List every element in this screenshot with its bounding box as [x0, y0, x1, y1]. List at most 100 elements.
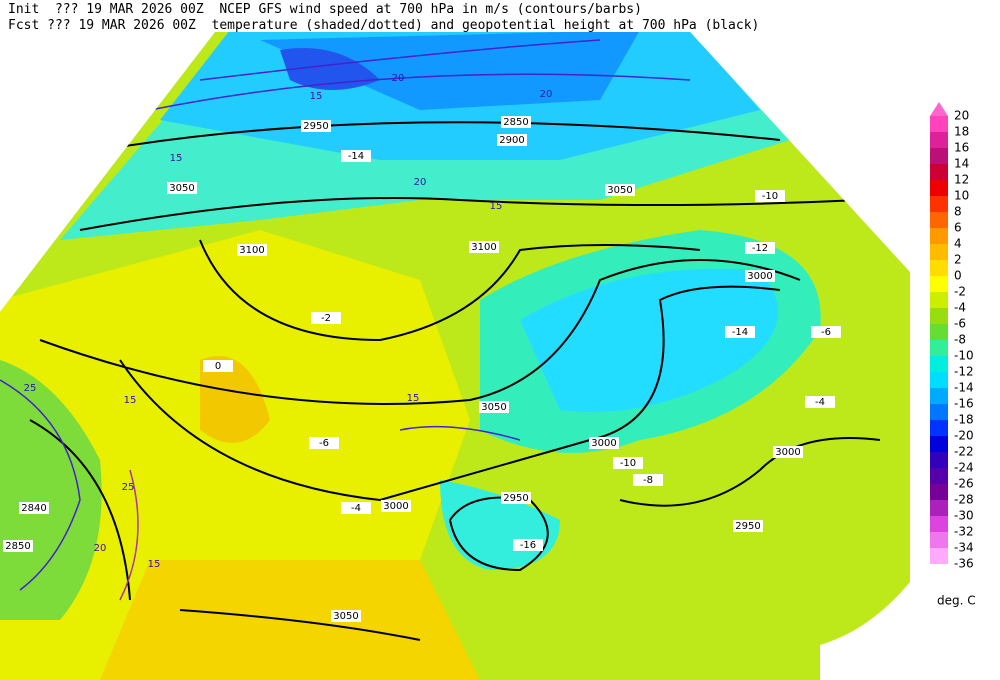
- colorbar-tick-label: -8: [954, 333, 966, 347]
- colorbar-swatch: [930, 260, 948, 276]
- height-label: 2950: [503, 493, 528, 504]
- height-contours: [29, 121, 881, 641]
- wind-contour: [0, 379, 81, 591]
- height-contour: [79, 197, 861, 231]
- height-label: 3000: [591, 438, 616, 449]
- height-label-box: [331, 610, 361, 622]
- height-label-box: [19, 502, 49, 514]
- wind-label: 20: [392, 73, 405, 84]
- wind-label: 25: [24, 383, 37, 394]
- colorbar-swatch: [930, 164, 948, 180]
- colorbar-swatch: [930, 196, 948, 212]
- height-label: 3100: [471, 242, 496, 253]
- warm-field: [200, 356, 270, 443]
- colorbar-arrow: [930, 102, 948, 116]
- temperature-label-box: [725, 326, 755, 338]
- height-label-box: [589, 437, 619, 449]
- colorbar-swatch: [930, 180, 948, 196]
- cool-field: [0, 360, 102, 620]
- temperature-label: 0: [215, 361, 221, 372]
- colorbar-tick-label: -20: [954, 429, 974, 443]
- colorbar-tick-label: 2: [954, 253, 962, 267]
- map-labels: 3050 3100 3050 3100 3000 3050 3000 2950 2950 2850…: [3, 73, 841, 622]
- wind-label: 15: [170, 153, 183, 164]
- temperature-label: -10: [762, 191, 778, 202]
- colorbar-swatch: [930, 292, 948, 308]
- colorbar-swatch: [930, 148, 948, 164]
- height-contour: [199, 239, 701, 342]
- colorbar-tick-label: 20: [954, 109, 969, 123]
- temperature-label: -4: [815, 397, 825, 408]
- colorbar-tick-label: -26: [954, 477, 974, 491]
- wind-label: 20: [540, 89, 553, 100]
- height-label: 3000: [775, 447, 800, 458]
- colorbar-swatch: [930, 228, 948, 244]
- temperature-label-box: [203, 360, 233, 372]
- colorbar-tick-label: 14: [954, 157, 969, 171]
- colorbar-tick-label: -22: [954, 445, 974, 459]
- wind-contour: [119, 469, 139, 601]
- temperature-label: -14: [348, 151, 364, 162]
- height-contour: [619, 437, 881, 507]
- header-line: Fcst ??? 19 MAR 2026 00Z temperature (sh…: [8, 18, 759, 33]
- height-label-box: [745, 270, 775, 282]
- colorbar-tick-label: -14: [954, 381, 974, 395]
- temperature-label-box: [613, 457, 643, 469]
- height-label: 3050: [481, 402, 506, 413]
- colorbar-swatch: [930, 276, 948, 292]
- height-label: 3000: [747, 271, 772, 282]
- colorbar-tick-label: -18: [954, 413, 974, 427]
- colorbar-swatch: [930, 532, 948, 548]
- colorbar-tick-label: -16: [954, 397, 974, 411]
- colorbar-tick-label: -30: [954, 509, 974, 523]
- cold-field: [520, 268, 778, 412]
- height-contour: [449, 496, 549, 572]
- colorbar-tick-label: -6: [954, 317, 966, 331]
- colorbar-tick-label: -10: [954, 349, 974, 363]
- cold-field: [280, 48, 380, 90]
- colorbar-swatch: [930, 404, 948, 420]
- colorbar-tick-label: -12: [954, 365, 974, 379]
- height-label: 3050: [333, 611, 358, 622]
- temperature-label: -12: [752, 243, 768, 254]
- colorbar-tick-label: -4: [954, 301, 966, 315]
- height-label: 3000: [383, 501, 408, 512]
- colorbar-tick-label: 18: [954, 125, 969, 139]
- wind-contour: [199, 39, 601, 81]
- colorbar-swatch: [930, 484, 948, 500]
- height-label: 3050: [169, 183, 194, 194]
- colorbar-tick-label: 6: [954, 221, 962, 235]
- temperature-label: -6: [319, 438, 329, 449]
- colorbar-tick-label: -28: [954, 493, 974, 507]
- temperature-label-box: [513, 539, 543, 551]
- colorbar-tick-label: -32: [954, 525, 974, 539]
- height-label-box: [773, 446, 803, 458]
- wind-label: 15: [310, 91, 323, 102]
- height-contour: [39, 259, 801, 405]
- wind-label: 15: [124, 395, 137, 406]
- colorbar-swatch: [930, 548, 948, 564]
- colorbar-swatch: [930, 324, 948, 340]
- colorbar-tick-label: -34: [954, 541, 974, 555]
- height-label: 2850: [503, 117, 528, 128]
- temperature-label-box: [805, 396, 835, 408]
- colorbar-tick-label: -36: [954, 557, 974, 571]
- colorbar-swatch: [930, 308, 948, 324]
- height-label-box: [501, 492, 531, 504]
- colorbar-tick-label: 0: [954, 269, 962, 283]
- wind-label: 20: [414, 177, 427, 188]
- wind-contour: [399, 425, 521, 441]
- height-label-box: [167, 182, 197, 194]
- temperature-label-box: [341, 502, 371, 514]
- colorbar-swatch: [930, 356, 948, 372]
- height-contour: [29, 419, 131, 601]
- temperature-label: -6: [821, 327, 831, 338]
- height-label: 2950: [735, 521, 760, 532]
- height-label: 3050: [607, 185, 632, 196]
- height-contour: [119, 285, 781, 502]
- height-label-box: [237, 244, 267, 256]
- height-label: 2900: [499, 135, 524, 146]
- temperature-label-box: [309, 437, 339, 449]
- colorbar-swatch: [930, 420, 948, 436]
